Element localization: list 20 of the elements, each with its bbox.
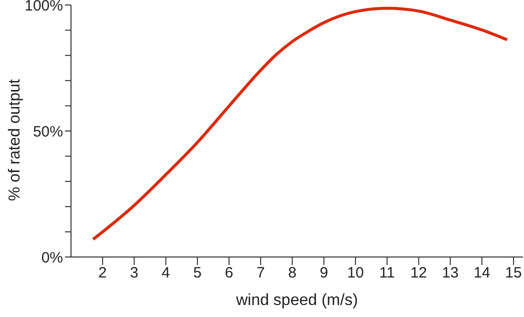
x-tick-label: 13 <box>442 264 459 282</box>
x-tick-label: 3 <box>130 264 138 282</box>
x-tick-label: 6 <box>224 264 234 282</box>
x-tick-label: 4 <box>162 264 170 282</box>
x-tick-label: 8 <box>288 264 296 282</box>
x-tick-label: 12 <box>410 264 428 282</box>
x-tick-label: 14 <box>474 264 490 282</box>
line-series <box>92 6 509 241</box>
y-tick-label: 0% <box>41 249 63 266</box>
x-tick-label: 2 <box>98 264 107 282</box>
x-tick-label: 5 <box>193 264 202 282</box>
x-tick-label: 11 <box>379 264 395 282</box>
y-tick-label: 100% <box>24 0 63 14</box>
x-tick-label: 9 <box>320 264 328 282</box>
y-axis-title: % of rated output <box>6 78 24 201</box>
x-axis-title: wind speed (m/s) <box>235 292 358 309</box>
y-tick-label: 50% <box>32 123 63 140</box>
x-tick-label: 10 <box>347 264 364 282</box>
x-tick-label: 15 <box>505 264 522 282</box>
x-tick-label: 7 <box>256 264 265 282</box>
